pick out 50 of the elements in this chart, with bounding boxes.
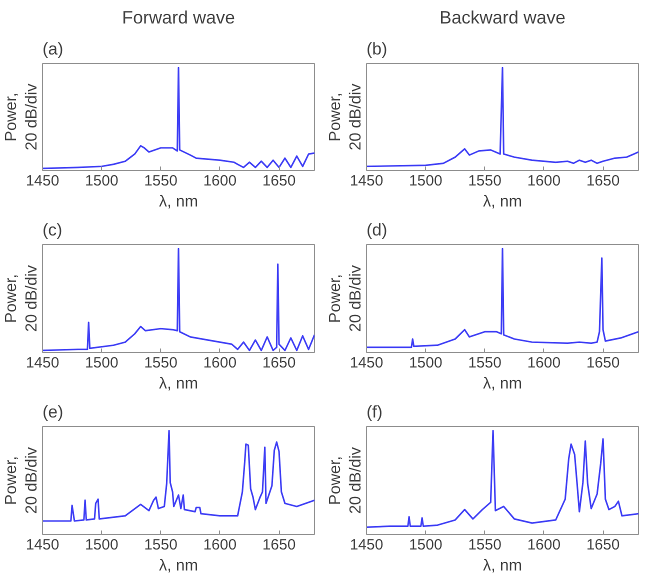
x-tick-label: 1650 [262, 172, 296, 190]
text: (d) [366, 220, 388, 240]
text: (c) [42, 220, 62, 240]
x-tick-label: 1550 [468, 536, 502, 554]
text: (a) [42, 40, 64, 58]
x-tick-label: 1650 [586, 354, 620, 372]
y-axis-title: Power, 20 dB/div [3, 84, 40, 150]
x-tick-label: 1550 [468, 354, 502, 372]
x-tick-label: 1500 [84, 172, 118, 190]
text: (f) [366, 402, 383, 422]
x-tick-label: 1450 [350, 536, 384, 554]
y-axis-title: Power, 20 dB/div [3, 265, 40, 332]
x-tick-label: 1600 [203, 536, 237, 554]
x-axis-title: λ, nm [482, 558, 522, 574]
x-tick-label: 1600 [527, 172, 561, 190]
x-tick-label: 1650 [586, 172, 620, 190]
chart-title: Backward wave [439, 8, 566, 28]
chart-title: Forward wave [122, 8, 236, 28]
x-axis-title: λ, nm [158, 194, 198, 210]
x-tick-label: 1550 [144, 172, 178, 190]
x-tick-label: 1650 [262, 536, 296, 554]
y-axis-title: Power, 20 dB/div [3, 447, 40, 514]
y-axis-title: Power, 20 dB/div [327, 265, 364, 332]
x-tick-label: 1450 [26, 354, 60, 372]
x-tick-label: 1450 [350, 172, 384, 190]
x-tick-label: 1500 [408, 172, 442, 190]
text: (b) [366, 40, 388, 58]
x-tick-label: 1600 [203, 172, 237, 190]
x-tick-label: 1500 [84, 354, 118, 372]
x-tick-label: 1600 [203, 354, 237, 372]
x-tick-label: 1550 [468, 172, 502, 190]
x-tick-label: 1550 [144, 536, 178, 554]
x-tick-label: 1650 [586, 536, 620, 554]
x-tick-label: 1550 [144, 354, 178, 372]
x-tick-label: 1650 [262, 354, 296, 372]
text: (e) [42, 402, 64, 422]
x-tick-label: 1450 [26, 536, 60, 554]
x-axis-title: λ, nm [482, 194, 522, 210]
x-axis-title: λ, nm [158, 558, 198, 574]
x-tick-label: 1450 [350, 354, 384, 372]
x-tick-label: 1500 [408, 354, 442, 372]
x-tick-label: 1450 [26, 172, 60, 190]
x-tick-label: 1500 [408, 536, 442, 554]
y-axis-title: Power, 20 dB/div [327, 84, 364, 150]
x-axis-title: λ, nm [158, 376, 198, 392]
x-tick-label: 1500 [84, 536, 118, 554]
y-axis-title: Power, 20 dB/div [327, 447, 364, 514]
x-axis-title: λ, nm [482, 376, 522, 392]
x-tick-label: 1600 [527, 536, 561, 554]
x-tick-label: 1600 [527, 354, 561, 372]
